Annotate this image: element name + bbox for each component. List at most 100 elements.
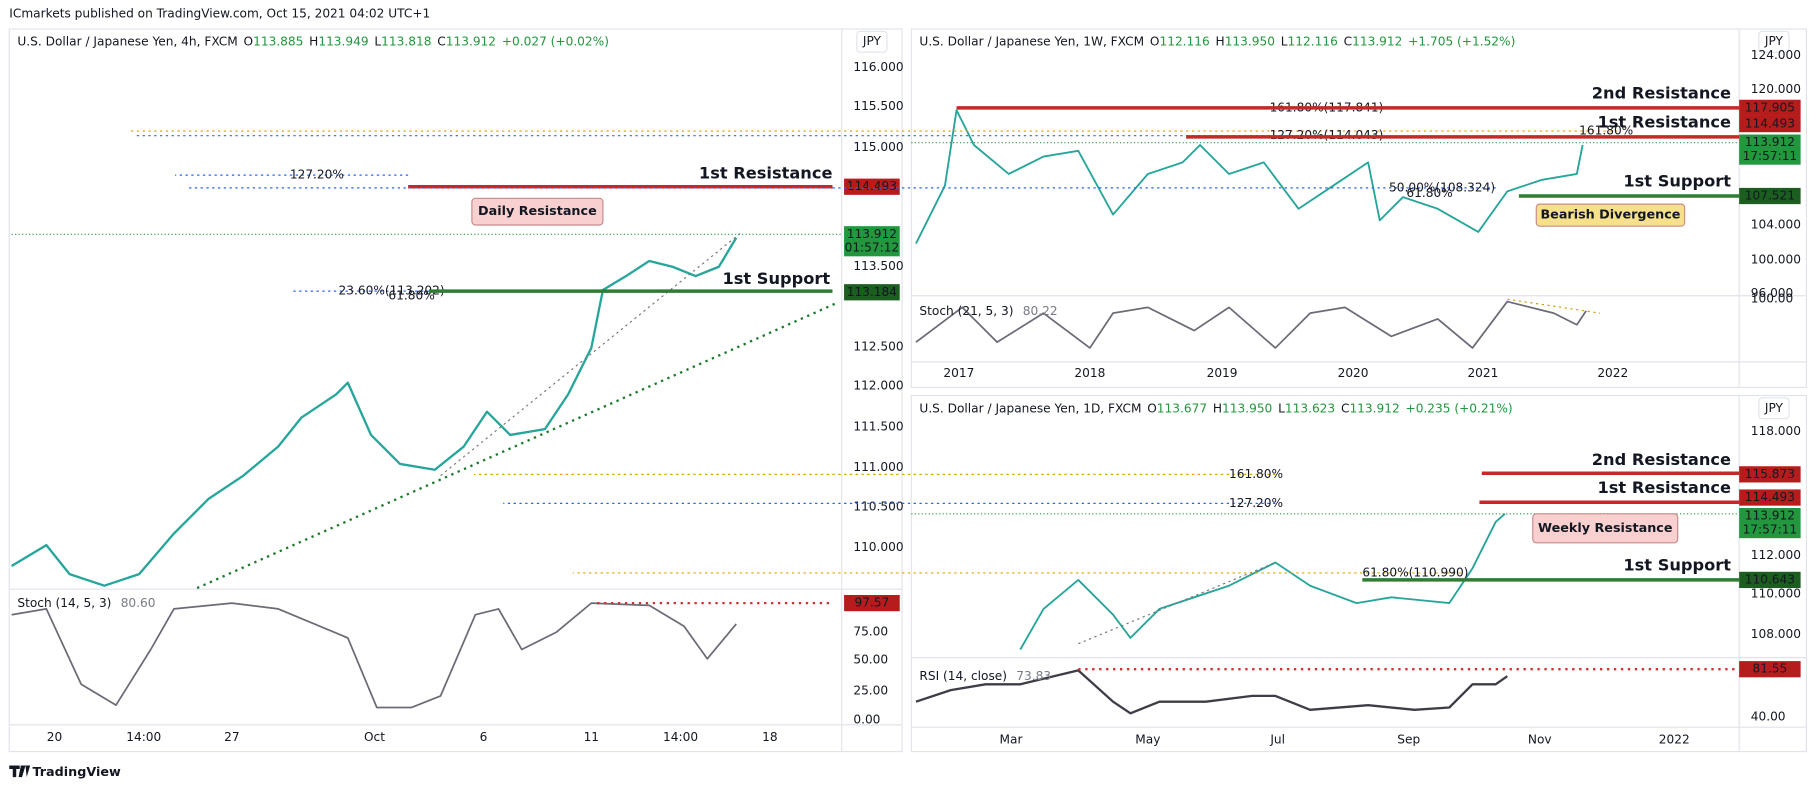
price-tag-label: 107.521 [1745,189,1795,203]
price-tag [844,178,900,195]
ohlc-key: C [1341,401,1349,415]
currency-box [856,30,888,53]
brand: TradingView [32,765,121,780]
price-tag [1739,134,1801,165]
indicator-name: Stoch (14, 5, 3) [17,596,111,610]
price-tag-timer: 17:57:11 [1743,149,1798,163]
callout-box [1535,203,1686,227]
symbol: U.S. Dollar / Japanese Yen, 1W, FXCM [919,34,1144,48]
ohlc-key: H [1216,34,1225,48]
ohlc-key: L [374,34,381,48]
price-tag [1739,489,1801,506]
callout-label: Weekly Resistance [1538,521,1673,536]
currency: JPY [1764,34,1784,48]
brand-logo [9,765,31,778]
callout-label: Daily Resistance [478,204,597,219]
fib-label: 127.20% [1229,496,1283,510]
level-label: 1st Support [722,269,830,288]
price-tag [1739,508,1801,539]
price-tag [844,226,900,257]
price-tag [1739,115,1801,133]
indicator-title: RSI (14, close) 73.83 [919,669,1051,683]
panel-frame [8,28,903,753]
fib-label: 61.80% [388,288,434,302]
time-tick-label: May [1135,732,1160,746]
ohlc-value: 113.623 [1285,401,1335,415]
price-tag [1739,99,1801,116]
price-tag [844,284,900,301]
fib-label: 61.80% [1406,186,1452,200]
price-tag-label: 113.912 [1745,509,1795,523]
indicator-tick-label: 75.00 [853,625,888,639]
level-label: 1st Resistance [699,163,833,182]
indicator-value: 73.83 [1016,669,1051,683]
ohlc-value: 113.818 [381,34,431,48]
callout-box [471,197,604,226]
price-tick-label: 120.000 [1751,82,1801,96]
level-label: 1st Resistance [1598,112,1732,131]
price-tick-label: 110.500 [853,499,903,513]
price-lines [10,109,1740,715]
time-tick-label: 2022 [1597,366,1628,380]
time-tick-label: 2022 [1659,732,1690,746]
ohlc-key: C [437,34,445,48]
price-tag-label: 114.493 [847,179,897,193]
ohlc-value: 113.949 [318,34,368,48]
level-label: 1st Resistance [1598,478,1732,497]
ohlc-value: 113.677 [1157,401,1207,415]
indicator-tag [844,594,900,612]
time-tick-label: 20 [47,730,62,744]
time-tick-label: 2020 [1338,366,1369,380]
level-label: 2nd Resistance [1592,83,1731,102]
indicator-tag-label: 97.57 [854,596,889,610]
panel-frame [910,28,1807,388]
dividers [9,28,1807,752]
ohlc-value: 113.950 [1222,401,1272,415]
callout-box [1532,513,1679,544]
price-tag [1739,187,1801,205]
price-tag-timer: 01:57:12 [845,241,900,255]
time-tick-label: 11 [584,730,599,744]
currency-box [1758,30,1790,53]
fib-label: 23.60%(113.202) [339,284,445,298]
price-tag-label: 113.912 [847,227,897,241]
ohlc-key: C [1344,34,1352,48]
ohlc-value: 113.912 [1352,34,1402,48]
symbol-title: U.S. Dollar / Japanese Yen, 1W, FXCM O112… [919,34,1515,48]
indicator-tick-label: 40.00 [1751,709,1786,723]
indicator-title: Stoch (21, 5, 3) 80.22 [919,303,1057,317]
price-tag-label: 115.873 [1745,467,1795,481]
price-tick-label: 111.500 [853,419,903,433]
price-tag-timer: 17:57:11 [1743,523,1798,537]
price-tick-label: 112.000 [1751,548,1801,562]
indicator-tick-label: 50.00 [853,652,888,666]
ohlc-key: O [1150,34,1160,48]
price-tick-label: 110.000 [1751,586,1801,600]
indicator-tag [1739,661,1801,678]
price-tick-label: 108.000 [1751,627,1801,641]
price-tag-label: 113.184 [847,285,898,299]
price-tick-label: 100.000 [1751,252,1801,266]
time-tick-label: 2019 [1207,366,1238,380]
price-tick-label: 111.000 [853,460,903,474]
fib-label: 161.80% [1579,124,1633,138]
change: +0.027 (+0.02%) [502,34,609,48]
indicator-name: Stoch (21, 5, 3) [919,303,1013,317]
ohlc-key: L [1281,34,1288,48]
price-tag-label: 114.493 [1745,490,1795,504]
price-tick-label: 112.500 [853,339,903,353]
time-tick-label: 27 [224,730,239,744]
ohlc-key: H [309,34,318,48]
time-tick-label: 14:00 [663,730,698,744]
price-tick-label: 112.000 [853,379,903,393]
time-tick-label: Mar [1000,732,1023,746]
callout-label: Bearish Divergence [1540,208,1680,223]
indicator-value: 80.22 [1023,303,1058,317]
price-tag-label: 110.643 [1745,572,1795,586]
price-tick-label: 113.500 [853,259,903,273]
level-label: 1st Support [1623,172,1731,191]
price-tick-label: 116.000 [853,60,903,74]
time-tick-label: 6 [480,730,488,744]
price-tick-label: 110.000 [853,540,903,554]
time-tick-label: Nov [1528,732,1552,746]
